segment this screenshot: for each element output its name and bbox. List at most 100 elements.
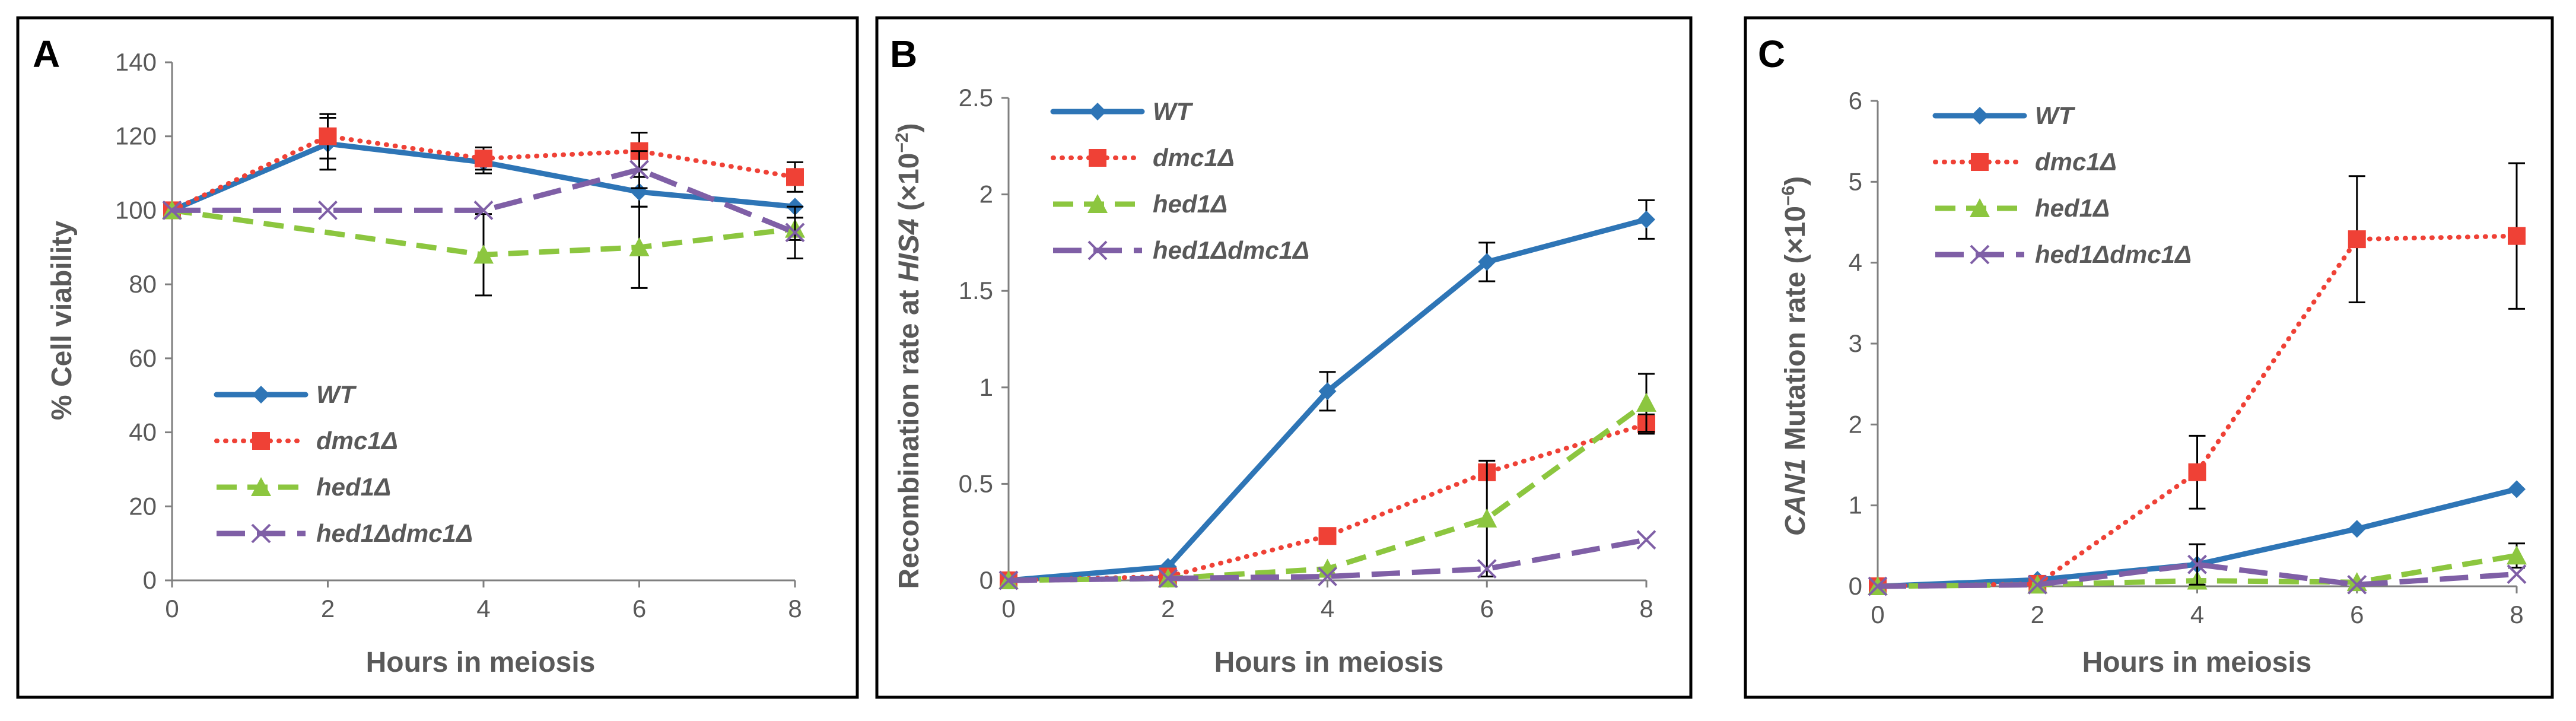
data-point [1636, 530, 1656, 550]
legend-item-hed1-dmc1: hed1Δdmc1Δ [1053, 236, 1309, 264]
legend-label: hed1Δ [1153, 190, 1227, 218]
y-axis-title: % Cell viability [46, 221, 78, 420]
panel-c: C 0 1 2 3 4 5 6 0 2 4 6 8 Hours in meiosis CAN1 Mutati… [1744, 16, 2554, 699]
legend-item-wt: WT [1932, 101, 2076, 129]
legend-marker [1970, 198, 1990, 217]
panel-b: B 0 0.5 1 1.5 2 2.5 0 2 4 6 8 Hours in meiosis Recomb… [875, 16, 1693, 699]
data-point [2348, 230, 2366, 249]
data-point [162, 201, 182, 220]
y-tick-label: 40 [129, 418, 157, 446]
legend-marker [252, 432, 270, 450]
data-point [2507, 545, 2527, 565]
legend-item-hed1: hed1Δ [217, 473, 391, 501]
legend-label: dmc1Δ [1153, 144, 1235, 171]
legend-marker [252, 386, 270, 404]
y-tick-label: 100 [115, 196, 157, 224]
legend-marker [251, 523, 271, 544]
y-tick-label: 1 [1849, 491, 1862, 519]
data-point [473, 244, 494, 264]
data-point [1637, 210, 1655, 228]
legend-label: hed1Δdmc1Δ [2035, 240, 2192, 268]
panel-frame [16, 16, 859, 699]
y-tick-label: 60 [129, 344, 157, 372]
series-line [1008, 537, 1647, 583]
x-axis-title: Hours in meiosis [1214, 647, 1444, 678]
legend-marker [1971, 107, 1989, 125]
x-tick-label: 8 [2510, 601, 2523, 628]
panel-letter: B [890, 33, 917, 75]
legend-label: WT [1153, 97, 1194, 125]
y-tick-label: 6 [1849, 87, 1862, 115]
legend-item-wt: WT [1050, 97, 1194, 125]
data-point [2507, 564, 2527, 584]
x-axis-title: Hours in meiosis [366, 647, 596, 678]
data-point [319, 127, 337, 145]
data-point [2508, 227, 2526, 245]
data-point [1478, 253, 1496, 271]
y-tick-label: 1 [979, 373, 993, 401]
legend-label: dmc1Δ [316, 427, 398, 455]
x-tick-label: 2 [321, 595, 335, 622]
legend-label: hed1Δdmc1Δ [316, 519, 473, 547]
legend-label: hed1Δ [316, 473, 391, 501]
legend-label: WT [2035, 101, 2076, 129]
data-point [318, 201, 338, 220]
series-line [171, 207, 796, 258]
data-point [1477, 508, 1497, 528]
legend-item-hed1: hed1Δ [1935, 194, 2110, 222]
x-tick-label: 4 [476, 595, 490, 622]
panel-a: A 0 20 40 60 80 100 120 140 0 2 4 6 8 Hours in meiosis… [16, 16, 859, 699]
y-tick-label: 120 [115, 122, 157, 150]
data-point [629, 237, 650, 256]
data-point [1477, 559, 1497, 579]
data-point [2348, 520, 2366, 538]
x-tick-label: 0 [165, 595, 179, 622]
legend-item-wt: WT [214, 380, 357, 408]
x-tick-label: 2 [1161, 595, 1175, 622]
legend-marker [1087, 240, 1108, 261]
data-point [2187, 554, 2207, 574]
series-hed1-dmc1 [998, 530, 1656, 590]
x-tick-label: 0 [1871, 601, 1884, 628]
x-tick-label: 6 [632, 595, 646, 622]
y-tick-label: 0 [1849, 572, 1862, 600]
data-point [2508, 480, 2526, 498]
legend-label: hed1Δ [2035, 194, 2110, 222]
y-tick-label: 1.5 [959, 277, 993, 304]
legend-label: hed1Δdmc1Δ [1153, 236, 1309, 264]
x-tick-label: 4 [2190, 601, 2204, 628]
legend-marker [1087, 194, 1108, 213]
x-tick-label: 0 [1001, 595, 1015, 622]
x-axis-title: Hours in meiosis [2082, 647, 2312, 678]
series-hed1-dmc1 [162, 150, 805, 259]
data-point [1636, 392, 1656, 412]
x-tick-label: 8 [1639, 595, 1653, 622]
y-tick-label: 2 [1849, 410, 1862, 438]
y-tick-label: 20 [129, 492, 157, 520]
y-tick-label: 3 [1849, 329, 1862, 357]
series-line [172, 167, 796, 235]
legend-marker [1089, 103, 1106, 120]
legend-marker [1971, 153, 1989, 171]
x-tick-label: 6 [2350, 601, 2364, 628]
legend-item-hed1: hed1Δ [1053, 190, 1227, 218]
data-point [1318, 567, 1337, 586]
series-hed1-dmc1 [1868, 543, 2527, 596]
legend-item-hed1-dmc1: hed1Δdmc1Δ [1935, 240, 2192, 268]
data-point [1318, 382, 1337, 401]
panel-letter: A [33, 33, 60, 75]
data-point [473, 201, 494, 220]
x-tick-label: 2 [2031, 601, 2044, 628]
legend-item-dmc1: dmc1Δ [214, 427, 398, 455]
panel-letter: C [1758, 33, 1785, 75]
legend-label: dmc1Δ [2035, 148, 2117, 176]
data-point [2027, 574, 2047, 595]
data-point [785, 223, 805, 243]
data-point [2347, 574, 2367, 595]
y-tick-label: 5 [1849, 167, 1862, 195]
y-tick-label: 0.5 [959, 469, 993, 497]
legend-marker [1970, 244, 1990, 265]
series-line [1877, 561, 2517, 589]
legend-item-dmc1: dmc1Δ [1051, 144, 1235, 171]
legend-marker [251, 477, 271, 496]
